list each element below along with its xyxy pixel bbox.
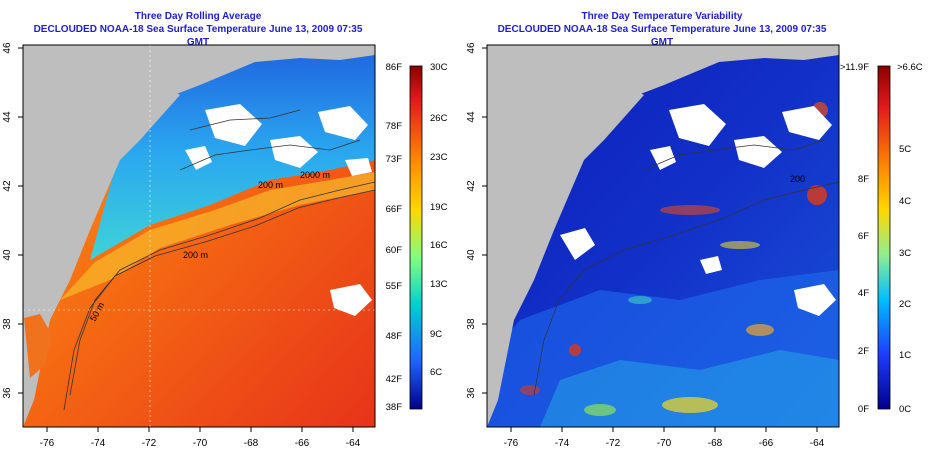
left-y-tick: 44 [2, 111, 13, 123]
right-title-line1: Three Day Temperature Variability [581, 11, 743, 22]
left-f-label: 73F [386, 154, 403, 165]
right-f-label: 8F [858, 174, 869, 185]
right-map-frame [486, 44, 840, 428]
left-y-axis: 46 44 42 40 38 36 [2, 42, 13, 399]
left-contour-label-1: 2000 m [300, 170, 330, 180]
right-c-label: 4C [899, 196, 911, 207]
left-c-label: 13C [430, 279, 448, 290]
left-x-tickmarks [18, 47, 354, 432]
right-c-label: 2C [899, 299, 911, 310]
right-f-label: >11.9F [840, 62, 869, 73]
left-y-tick: 38 [2, 318, 13, 330]
right-x-tick: -64 [810, 438, 825, 449]
left-map-frame [22, 44, 376, 428]
left-f-label: 48F [386, 331, 403, 342]
right-c-label: 3C [899, 248, 911, 259]
left-f-label: 55F [386, 281, 403, 292]
right-variability-map [487, 45, 839, 427]
right-colorbar-f-labels: >11.9F 8F 6F 4F 2F 0F [840, 62, 869, 415]
left-f-label: 86F [386, 62, 403, 73]
left-x-tick: -74 [91, 438, 106, 449]
left-shelf-front [60, 172, 375, 300]
right-f-label: 4F [858, 288, 869, 299]
left-f-label: 38F [386, 402, 403, 413]
right-bathymetry-contours [533, 139, 839, 396]
left-title-line2: DECLOUDED NOAA-18 Sea Surface Temperatur… [33, 24, 363, 48]
right-x-tick: -70 [657, 438, 672, 449]
right-y-axis: 46 44 42 40 38 36 [466, 42, 477, 399]
left-x-tick: -70 [193, 438, 208, 449]
right-y-tick: 46 [466, 42, 477, 54]
right-y-tick: 44 [466, 111, 477, 123]
left-bay-water [24, 314, 52, 378]
right-x-tick: -74 [555, 438, 570, 449]
right-title-line2: DECLOUDED NOAA-18 Sea Surface Temperatur… [497, 24, 827, 48]
right-y-tick: 40 [466, 249, 477, 261]
left-y-tick: 42 [2, 180, 13, 192]
right-colorbar-c-labels: >6.6C 5C 4C 3C 2C 1C 0C [897, 62, 923, 415]
right-x-tick: -76 [504, 438, 519, 449]
right-f-label: 0F [858, 404, 869, 415]
left-contour-label-2: 200 m [258, 180, 283, 190]
right-c-label: 0C [899, 404, 911, 415]
left-x-tick: -68 [244, 438, 259, 449]
right-colorbar [877, 65, 891, 410]
left-x-tick: -76 [40, 438, 55, 449]
left-f-label: 78F [386, 121, 403, 132]
left-f-label: 42F [386, 374, 403, 385]
left-bathymetry-contours [63, 109, 375, 411]
left-c-label: 9C [430, 329, 442, 340]
left-land-coast [23, 45, 180, 427]
right-f-label: 2F [858, 346, 869, 357]
right-contour-label: 200 [790, 174, 805, 184]
right-c-label: 5C [899, 144, 911, 155]
left-colorbar [409, 65, 423, 410]
right-x-axis: -76 -74 -72 -70 -68 -66 -64 [504, 438, 825, 449]
left-title-line1: Three Day Rolling Average [134, 11, 262, 22]
right-c-label: 1C [899, 350, 911, 361]
left-sst-map [23, 45, 375, 427]
left-contour-label-3: 200 m [183, 250, 208, 260]
right-x-tick: -72 [606, 438, 621, 449]
right-x-tick: -66 [759, 438, 774, 449]
left-f-label: 66F [386, 204, 403, 215]
left-y-tick: 46 [2, 42, 13, 54]
left-x-axis: -76 -74 -72 -70 -68 -66 -64 [40, 438, 361, 449]
right-variability-speckles [487, 102, 839, 427]
right-cloud-patches [560, 104, 836, 316]
right-x-tick: -68 [708, 438, 723, 449]
left-colorbar-c-labels: 30C 26C 23C 19C 16C 13C 9C 6C [430, 62, 448, 378]
right-f-label: 6F [858, 231, 869, 242]
left-y-tick: 36 [2, 387, 13, 399]
right-y-tick: 38 [466, 318, 477, 330]
left-y-tick: 40 [2, 249, 13, 261]
right-y-tick: 42 [466, 180, 477, 192]
left-f-label: 60F [386, 245, 403, 256]
left-panel-title: Three Day Rolling Average DECLOUDED NOAA… [22, 10, 374, 49]
left-c-label: 23C [430, 152, 448, 163]
left-x-tick: -64 [346, 438, 361, 449]
right-panel-title: Three Day Temperature Variability DECLOU… [486, 10, 838, 49]
right-c-label: >6.6C [897, 62, 923, 73]
right-tickmarks [482, 47, 818, 432]
left-c-label: 19C [430, 202, 448, 213]
right-land-coast [487, 45, 644, 427]
left-colorbar-f-labels: 86F 78F 73F 66F 60F 55F 48F 42F 38F [386, 62, 403, 413]
left-x-tick: -72 [142, 438, 157, 449]
left-x-tick: -66 [295, 438, 310, 449]
right-y-tick: 36 [466, 387, 477, 399]
left-cloud-patches [185, 104, 372, 316]
left-c-label: 26C [430, 113, 448, 124]
left-c-label: 30C [430, 62, 448, 73]
left-c-label: 16C [430, 240, 448, 251]
left-c-label: 6C [430, 367, 442, 378]
